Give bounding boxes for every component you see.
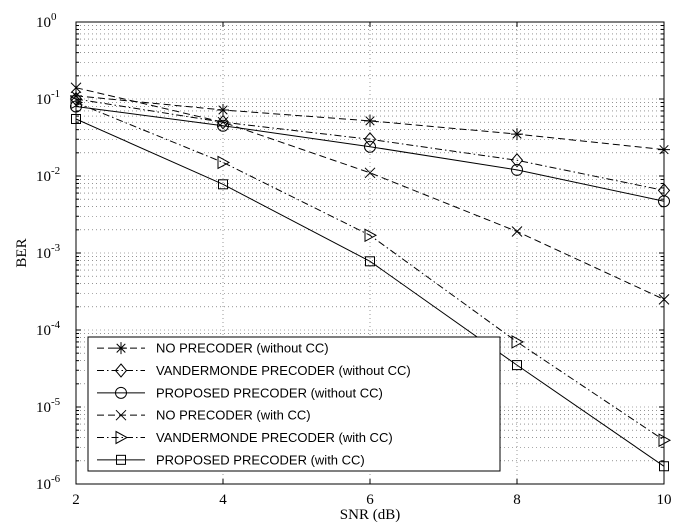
y-tick-base: 10 xyxy=(36,400,51,416)
y-tick-label: 10-5 xyxy=(36,396,61,416)
y-axis-label: BER xyxy=(14,238,30,267)
legend-label-6: PROPOSED PRECODER (with CC) xyxy=(156,452,365,467)
y-tick-base: 10 xyxy=(36,246,51,262)
legend-marker-1 xyxy=(115,342,127,355)
legend-marker-5 xyxy=(115,430,129,445)
legend-label-2: VANDERMONDE PRECODER (without CC) xyxy=(156,363,411,378)
x-tick-label: 6 xyxy=(366,492,374,508)
data-point-series-4 xyxy=(217,116,229,128)
data-point-series-2 xyxy=(510,153,524,168)
x-tick-label: 8 xyxy=(513,492,521,508)
series-line-3 xyxy=(75,106,665,202)
legend-marker-3 xyxy=(115,386,127,399)
data-point-series-5 xyxy=(217,155,231,170)
y-tick-exponent: -1 xyxy=(51,88,60,100)
y-tick-label: 10-1 xyxy=(36,88,60,108)
data-point-series-1 xyxy=(511,128,523,141)
y-tick-base: 10 xyxy=(36,92,51,108)
legend-marker-6 xyxy=(116,454,126,465)
y-tick-exponent: -4 xyxy=(51,319,61,331)
legend-label-3: PROPOSED PRECODER (without CC) xyxy=(156,385,383,400)
data-point-series-2 xyxy=(363,131,377,147)
series-line-2 xyxy=(75,98,665,191)
data-point-series-5 xyxy=(511,335,525,349)
y-tick-label: 10-3 xyxy=(36,242,61,262)
legend-marker-2 xyxy=(114,363,128,378)
x-tick-label: 2 xyxy=(72,492,80,508)
x-tick-labels: 2 4 6 8 10 xyxy=(72,492,671,508)
legend: NO PRECODER (without CC) VANDERMONDE PREC… xyxy=(87,336,501,472)
data-point-series-6 xyxy=(218,179,228,190)
data-point-series-5 xyxy=(364,228,378,243)
data-point-series-4 xyxy=(364,167,376,179)
x-tick-label: 10 xyxy=(657,492,672,508)
data-point-series-2 xyxy=(216,114,230,130)
y-tick-exponent: 0 xyxy=(51,11,57,23)
series-line-4 xyxy=(75,87,665,300)
series-line-5 xyxy=(75,102,665,441)
data-point-series-3 xyxy=(364,140,376,153)
y-tick-exponent: -3 xyxy=(51,242,61,254)
y-tick-exponent: -5 xyxy=(51,396,61,408)
legend-label-5: VANDERMONDE PRECODER (with CC) xyxy=(156,430,393,445)
axis-ticks xyxy=(75,22,665,485)
x-tick-label: 4 xyxy=(219,492,227,508)
y-tick-base: 10 xyxy=(36,477,51,493)
data-point-series-1 xyxy=(364,114,376,127)
y-tick-base: 10 xyxy=(36,15,51,31)
data-point-series-6 xyxy=(512,360,522,371)
data-point-series-6 xyxy=(365,256,375,267)
legend-marker-4 xyxy=(115,409,127,421)
y-tick-label: 10-2 xyxy=(36,165,60,185)
y-tick-exponent: -6 xyxy=(51,473,61,485)
x-axis-label: SNR (dB) xyxy=(340,507,400,523)
series-line-6 xyxy=(75,118,665,467)
y-tick-label: 10-4 xyxy=(36,319,61,339)
y-tick-base: 10 xyxy=(36,169,51,185)
series-lines xyxy=(75,87,665,467)
legend-label-4: NO PRECODER (with CC) xyxy=(156,408,311,423)
data-point-series-3 xyxy=(217,119,229,132)
y-tick-label: 10-6 xyxy=(36,473,61,493)
y-tick-label: 100 xyxy=(36,11,57,31)
data-point-series-4 xyxy=(511,226,523,237)
y-tick-exponent: -2 xyxy=(51,165,60,177)
legend-label-1: NO PRECODER (without CC) xyxy=(156,341,329,356)
data-point-series-3 xyxy=(511,163,523,176)
y-tick-base: 10 xyxy=(36,323,51,339)
legend-box xyxy=(87,336,501,472)
data-point-series-1 xyxy=(217,103,229,116)
